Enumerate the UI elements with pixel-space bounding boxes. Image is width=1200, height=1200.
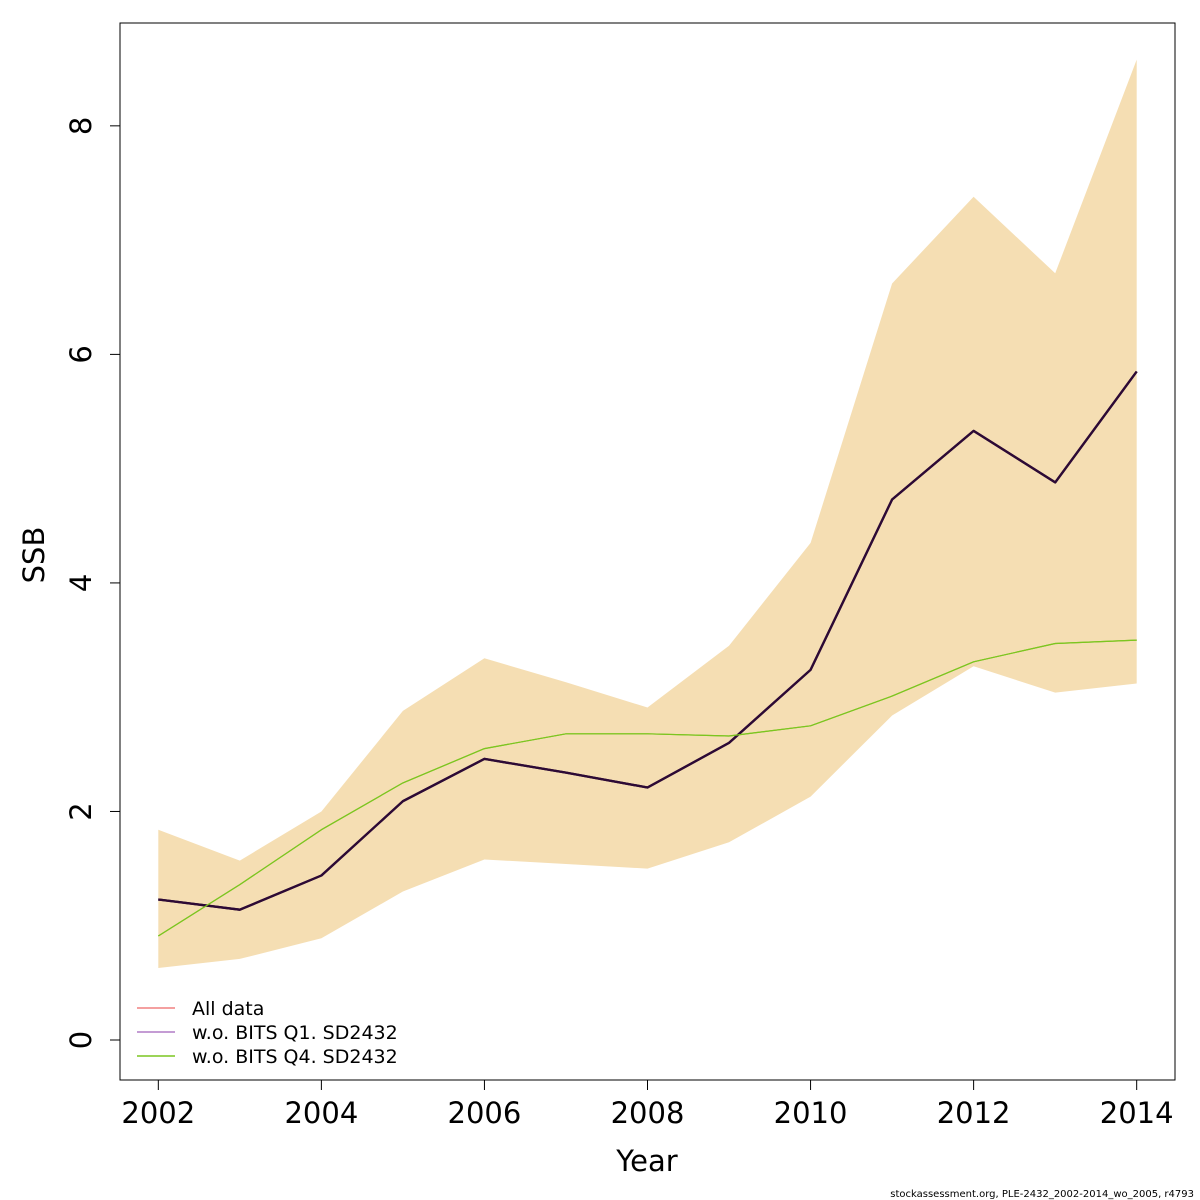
x-tick-label: 2002 bbox=[121, 1096, 195, 1130]
x-tick-label: 2006 bbox=[448, 1096, 522, 1130]
confidence-band bbox=[158, 59, 1137, 969]
x-axis-title: Year bbox=[615, 1144, 677, 1178]
x-tick-label: 2010 bbox=[774, 1096, 848, 1130]
x-tick-label: 2012 bbox=[937, 1096, 1011, 1130]
series-line-w-o-bits-q1-sd2432 bbox=[158, 370, 1138, 911]
legend-label: All data bbox=[192, 998, 264, 1020]
confidence-band-layer bbox=[158, 59, 1137, 969]
y-tick-label: 8 bbox=[64, 117, 98, 135]
series-layer bbox=[157, 370, 1138, 937]
x-tick-label: 2014 bbox=[1100, 1096, 1174, 1130]
x-tick-label: 2008 bbox=[611, 1096, 685, 1130]
legend-label: w.o. BITS Q1. SD2432 bbox=[192, 1022, 398, 1044]
x-axis: 2002 2004 2006 2008 2010 2012 2014 bbox=[121, 1079, 1174, 1130]
y-tick-label: 0 bbox=[64, 1031, 98, 1049]
legend-label: w.o. BITS Q4. SD2432 bbox=[192, 1046, 398, 1068]
y-tick-label: 2 bbox=[64, 802, 98, 820]
series-line-wo-bits-q4-overlay bbox=[157, 639, 1137, 937]
y-axis-title: SSB bbox=[17, 527, 51, 584]
y-tick-label: 6 bbox=[64, 345, 98, 363]
x-tick-label: 2004 bbox=[284, 1096, 358, 1130]
footer-credit: stockassessment.org, PLE-2432_2002-2014_… bbox=[890, 1189, 1194, 1200]
y-tick-label: 4 bbox=[64, 574, 98, 592]
y-axis: 0 2 4 6 8 bbox=[64, 117, 121, 1049]
